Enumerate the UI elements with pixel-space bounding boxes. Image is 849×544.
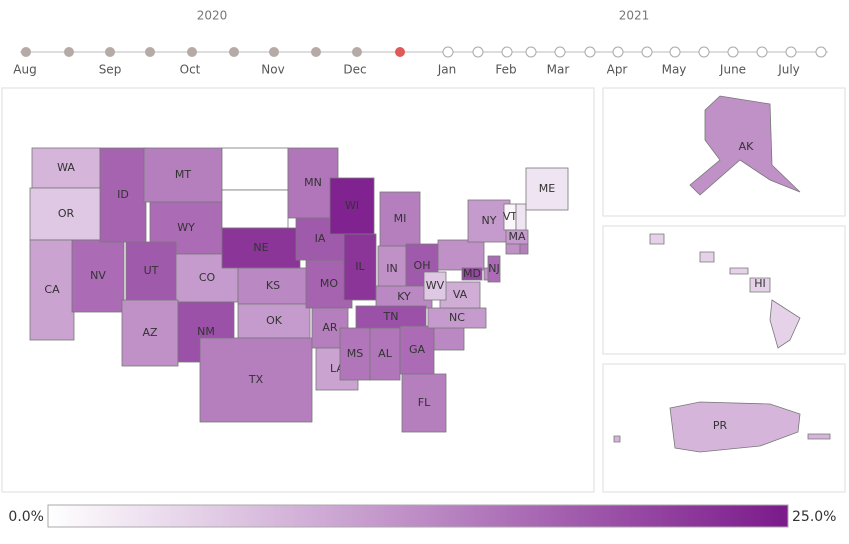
state[interactable] [505, 229, 529, 245]
state[interactable] [379, 191, 421, 247]
state[interactable] [519, 243, 529, 255]
timeline-dot[interactable] [669, 46, 681, 58]
state[interactable] [649, 233, 801, 349]
month-label: Aug [13, 63, 36, 77]
state[interactable] [437, 239, 485, 271]
month-label: Feb [495, 63, 516, 77]
state[interactable] [31, 147, 101, 189]
year-label: 2020 [197, 9, 228, 23]
state[interactable] [99, 147, 147, 243]
timeline-dot[interactable] [785, 46, 797, 58]
month-label: May [662, 63, 687, 77]
month-label: Oct [180, 63, 201, 77]
timeline-dot[interactable] [352, 47, 362, 57]
legend-min-label: 0.0% [8, 509, 44, 525]
timeline-dot[interactable] [698, 46, 710, 58]
state[interactable] [401, 373, 447, 433]
timeline-dot[interactable] [727, 46, 739, 58]
state[interactable] [339, 327, 371, 381]
state[interactable] [199, 337, 313, 423]
timeline-dot[interactable] [187, 47, 197, 57]
month-label: Dec [343, 63, 366, 77]
timeline-dot[interactable] [584, 46, 596, 58]
state[interactable] [125, 241, 177, 301]
month-label: Mar [547, 63, 570, 77]
month-label: Jan [437, 63, 457, 77]
timeline-dot[interactable] [442, 46, 454, 58]
state[interactable] [355, 305, 427, 329]
state[interactable] [503, 203, 517, 231]
state[interactable] [505, 243, 521, 255]
state[interactable] [237, 267, 309, 305]
state[interactable] [433, 325, 465, 351]
timeline-dot[interactable] [64, 47, 74, 57]
state[interactable] [29, 187, 103, 241]
month-label: Apr [607, 63, 628, 77]
state[interactable] [329, 177, 375, 235]
state[interactable] [29, 239, 75, 341]
state[interactable] [343, 233, 377, 301]
month-label: June [719, 63, 746, 77]
state[interactable] [71, 239, 125, 313]
timeline-dot[interactable] [21, 47, 31, 57]
state[interactable] [613, 401, 831, 453]
state[interactable] [427, 307, 487, 329]
state[interactable] [515, 203, 527, 235]
timeline-dot[interactable] [554, 46, 566, 58]
state[interactable] [121, 299, 179, 367]
timeline-dot[interactable] [311, 47, 321, 57]
state[interactable] [221, 189, 289, 229]
timeline-dot[interactable] [269, 47, 279, 57]
state[interactable] [689, 95, 801, 196]
timeline-dot[interactable] [612, 46, 624, 58]
state[interactable] [439, 281, 481, 309]
state[interactable] [399, 325, 435, 375]
state[interactable] [369, 327, 401, 381]
state[interactable] [461, 267, 483, 281]
timeline-dot[interactable] [756, 46, 768, 58]
timeline-dot[interactable] [815, 46, 827, 58]
timeline-dot[interactable] [229, 47, 239, 57]
month-label: Sep [99, 63, 122, 77]
timeline-dot[interactable] [501, 46, 513, 58]
state[interactable] [143, 147, 223, 203]
state[interactable] [221, 227, 301, 269]
state[interactable] [237, 303, 311, 339]
year-label: 2021 [619, 9, 650, 23]
state[interactable] [377, 245, 407, 293]
timeline-dot[interactable] [472, 46, 484, 58]
legend-max-label: 25.0% [792, 509, 836, 525]
timeline-dot[interactable] [641, 46, 653, 58]
state[interactable] [525, 167, 569, 211]
month-label: July [777, 63, 800, 77]
state[interactable] [221, 147, 289, 191]
color-legend [47, 504, 789, 528]
timeline-dot[interactable] [145, 47, 155, 57]
state[interactable] [423, 271, 447, 301]
state[interactable] [467, 199, 511, 243]
timeline-dot[interactable] [525, 46, 537, 58]
timeline-dot[interactable] [105, 47, 115, 57]
state[interactable] [487, 255, 501, 283]
timeline-dot[interactable] [395, 47, 405, 57]
month-label: Nov [261, 63, 284, 77]
hawaii-panel [602, 225, 846, 355]
